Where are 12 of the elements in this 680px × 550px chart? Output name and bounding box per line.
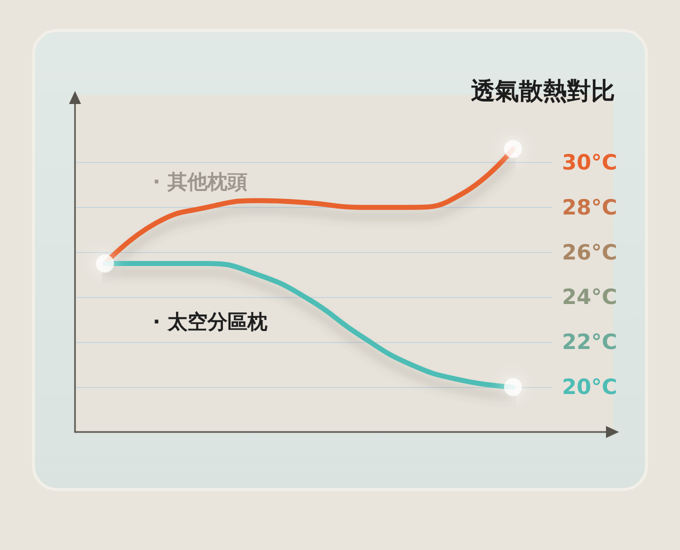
y-tick-label: 30°C — [562, 150, 618, 174]
series-label: · 太空分區枕 — [152, 310, 268, 334]
y-tick-label: 22°C — [562, 330, 618, 354]
y-tick-label: 20°C — [562, 375, 618, 400]
series-label: · 其他枕頭 — [152, 169, 248, 194]
point — [96, 254, 114, 272]
y-tick-label: 26°C — [562, 240, 618, 264]
y-tick-label: 24°C — [562, 285, 618, 310]
point — [504, 140, 522, 158]
point — [504, 378, 522, 396]
y-tick-label: 28°C — [562, 195, 618, 220]
chart-title: 透氣散熱對比 — [471, 77, 615, 105]
